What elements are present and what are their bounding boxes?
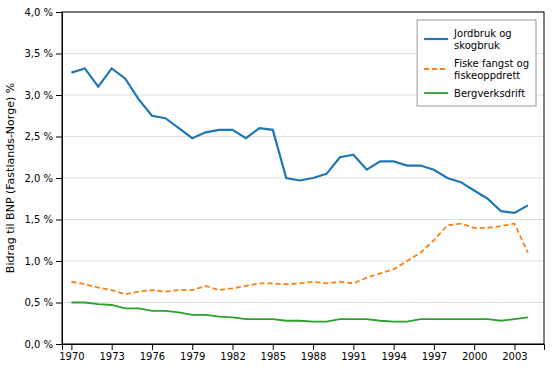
x-tick-label: 1982 [220,351,245,362]
x-axis: 1970 1973 1976 1979 1982 1985 1988 1991 1994 1997… [59,344,544,362]
x-tick-mark [474,344,475,350]
y-tick: 3,0 % [24,90,62,101]
x-tick-mark [152,344,153,350]
legend-label: Jordbruk ogskogbruk [453,28,512,51]
x-tick: 1982 [220,344,245,362]
grid-line [62,178,544,179]
x-tick: 1994 [381,344,406,362]
series-line [71,303,527,322]
grid [62,12,544,344]
y-tick-label: 3,0 % [24,90,53,101]
grid-line [62,302,544,303]
x-tick-mark [394,344,395,350]
y-tick-label: 1,0 % [24,256,53,267]
x-tick-mark [434,344,435,350]
grid-line [62,219,544,220]
x-tick: 1988 [301,344,326,362]
legend-label: Bergverksdrift [454,88,525,99]
y-tick: 2,5 % [24,131,62,142]
chart: 1970 1973 1976 1979 1982 1985 1988 1991 1994 1997… [0,0,558,372]
y-tick-mark [56,54,62,55]
grid-line [62,261,544,262]
y-tick: 2,0 % [24,173,62,184]
legend-box [417,20,536,106]
axis-domain [63,345,545,351]
x-tick: 1985 [261,344,286,362]
y-tick: 1,0 % [24,256,62,267]
x-tick-mark [71,344,72,350]
x-tick-mark [233,344,234,350]
legend-entry: Fiske fangst ogfiskeoppdrett [424,58,529,81]
y-tick: 1,5 % [24,214,62,225]
series-line [71,68,527,212]
x-tick: 1976 [140,344,165,362]
x-tick-mark [273,344,274,350]
legend-label-line: Fiske fangst og [454,58,529,69]
x-tick-mark [192,344,193,350]
x-tick-mark [514,344,515,350]
y-tick-mark [56,178,62,179]
legend-label: Fiske fangst ogfiskeoppdrett [454,58,529,81]
y-tick-mark [56,344,62,345]
y-axis: 0,0 % 0,5 % 1,0 % 1,5 % 2,0 % 2,5 % 3,0 % 3,5 %… [24,7,62,350]
y-tick-label: 0,5 % [24,297,53,308]
legend-swatch [424,38,448,40]
legend: Jordbruk ogskogbruk Fiske fangst ogfiskeo… [417,20,536,106]
legend-entry: Bergverksdrift [424,88,525,99]
x-tick-label: 1994 [381,351,406,362]
x-tick-mark [313,344,314,350]
legend-label-line: Bergverksdrift [454,88,525,99]
series-line [71,224,527,295]
y-tick-label: 4,0 % [24,7,53,18]
y-tick-mark [56,303,62,304]
y-tick-label: 2,5 % [24,131,53,142]
x-tick-label: 1973 [99,351,124,362]
y-tick: 3,5 % [24,48,62,59]
x-tick: 1973 [99,344,124,362]
legend-swatch [424,92,448,94]
x-tick-mark [353,344,354,350]
x-tick-label: 1991 [341,351,366,362]
x-tick: 1997 [422,344,447,362]
x-tick: 1970 [59,344,84,362]
x-tick-label: 2000 [462,351,487,362]
x-tick-label: 1988 [301,351,326,362]
y-tick-label: 0,0 % [24,339,53,350]
legend-entry: Jordbruk ogskogbruk [424,28,512,51]
y-tick: 0,0 % [24,339,62,350]
legend-label-line: skogbruk [454,40,500,51]
x-tick-label: 1997 [422,351,447,362]
plot-frame [62,12,544,344]
x-tick: 1991 [341,344,366,362]
y-tick-label: 2,0 % [24,173,53,184]
y-axis-title: Bidrag til BNP (Fastlands-Norge) % [4,83,17,273]
y-tick-label: 1,5 % [24,214,53,225]
x-tick-label: 1985 [261,351,286,362]
y-tick: 4,0 % [24,7,62,18]
y-tick-mark [56,261,62,262]
x-tick: 1979 [180,344,205,362]
x-tick-label: 2003 [502,351,527,362]
y-tick-mark [56,12,62,13]
y-tick-mark [56,137,62,138]
legend-label-line: Jordbruk og [453,28,512,39]
x-tick-label: 1979 [180,351,205,362]
x-tick-label: 1970 [59,351,84,362]
legend-swatch [424,68,448,70]
grid-line [62,136,544,137]
x-tick-label: 1976 [140,351,165,362]
x-tick: 2003 [502,344,527,362]
plot-area: 1970 1973 1976 1979 1982 1985 1988 1991 1994 1997… [24,7,544,362]
y-tick-mark [56,220,62,221]
y-tick-mark [56,95,62,96]
legend-label-line: fiskeoppdrett [454,70,520,81]
x-tick: 2000 [462,344,487,362]
x-tick-mark [112,344,113,350]
y-tick: 0,5 % [24,297,62,308]
y-tick-label: 3,5 % [24,48,53,59]
